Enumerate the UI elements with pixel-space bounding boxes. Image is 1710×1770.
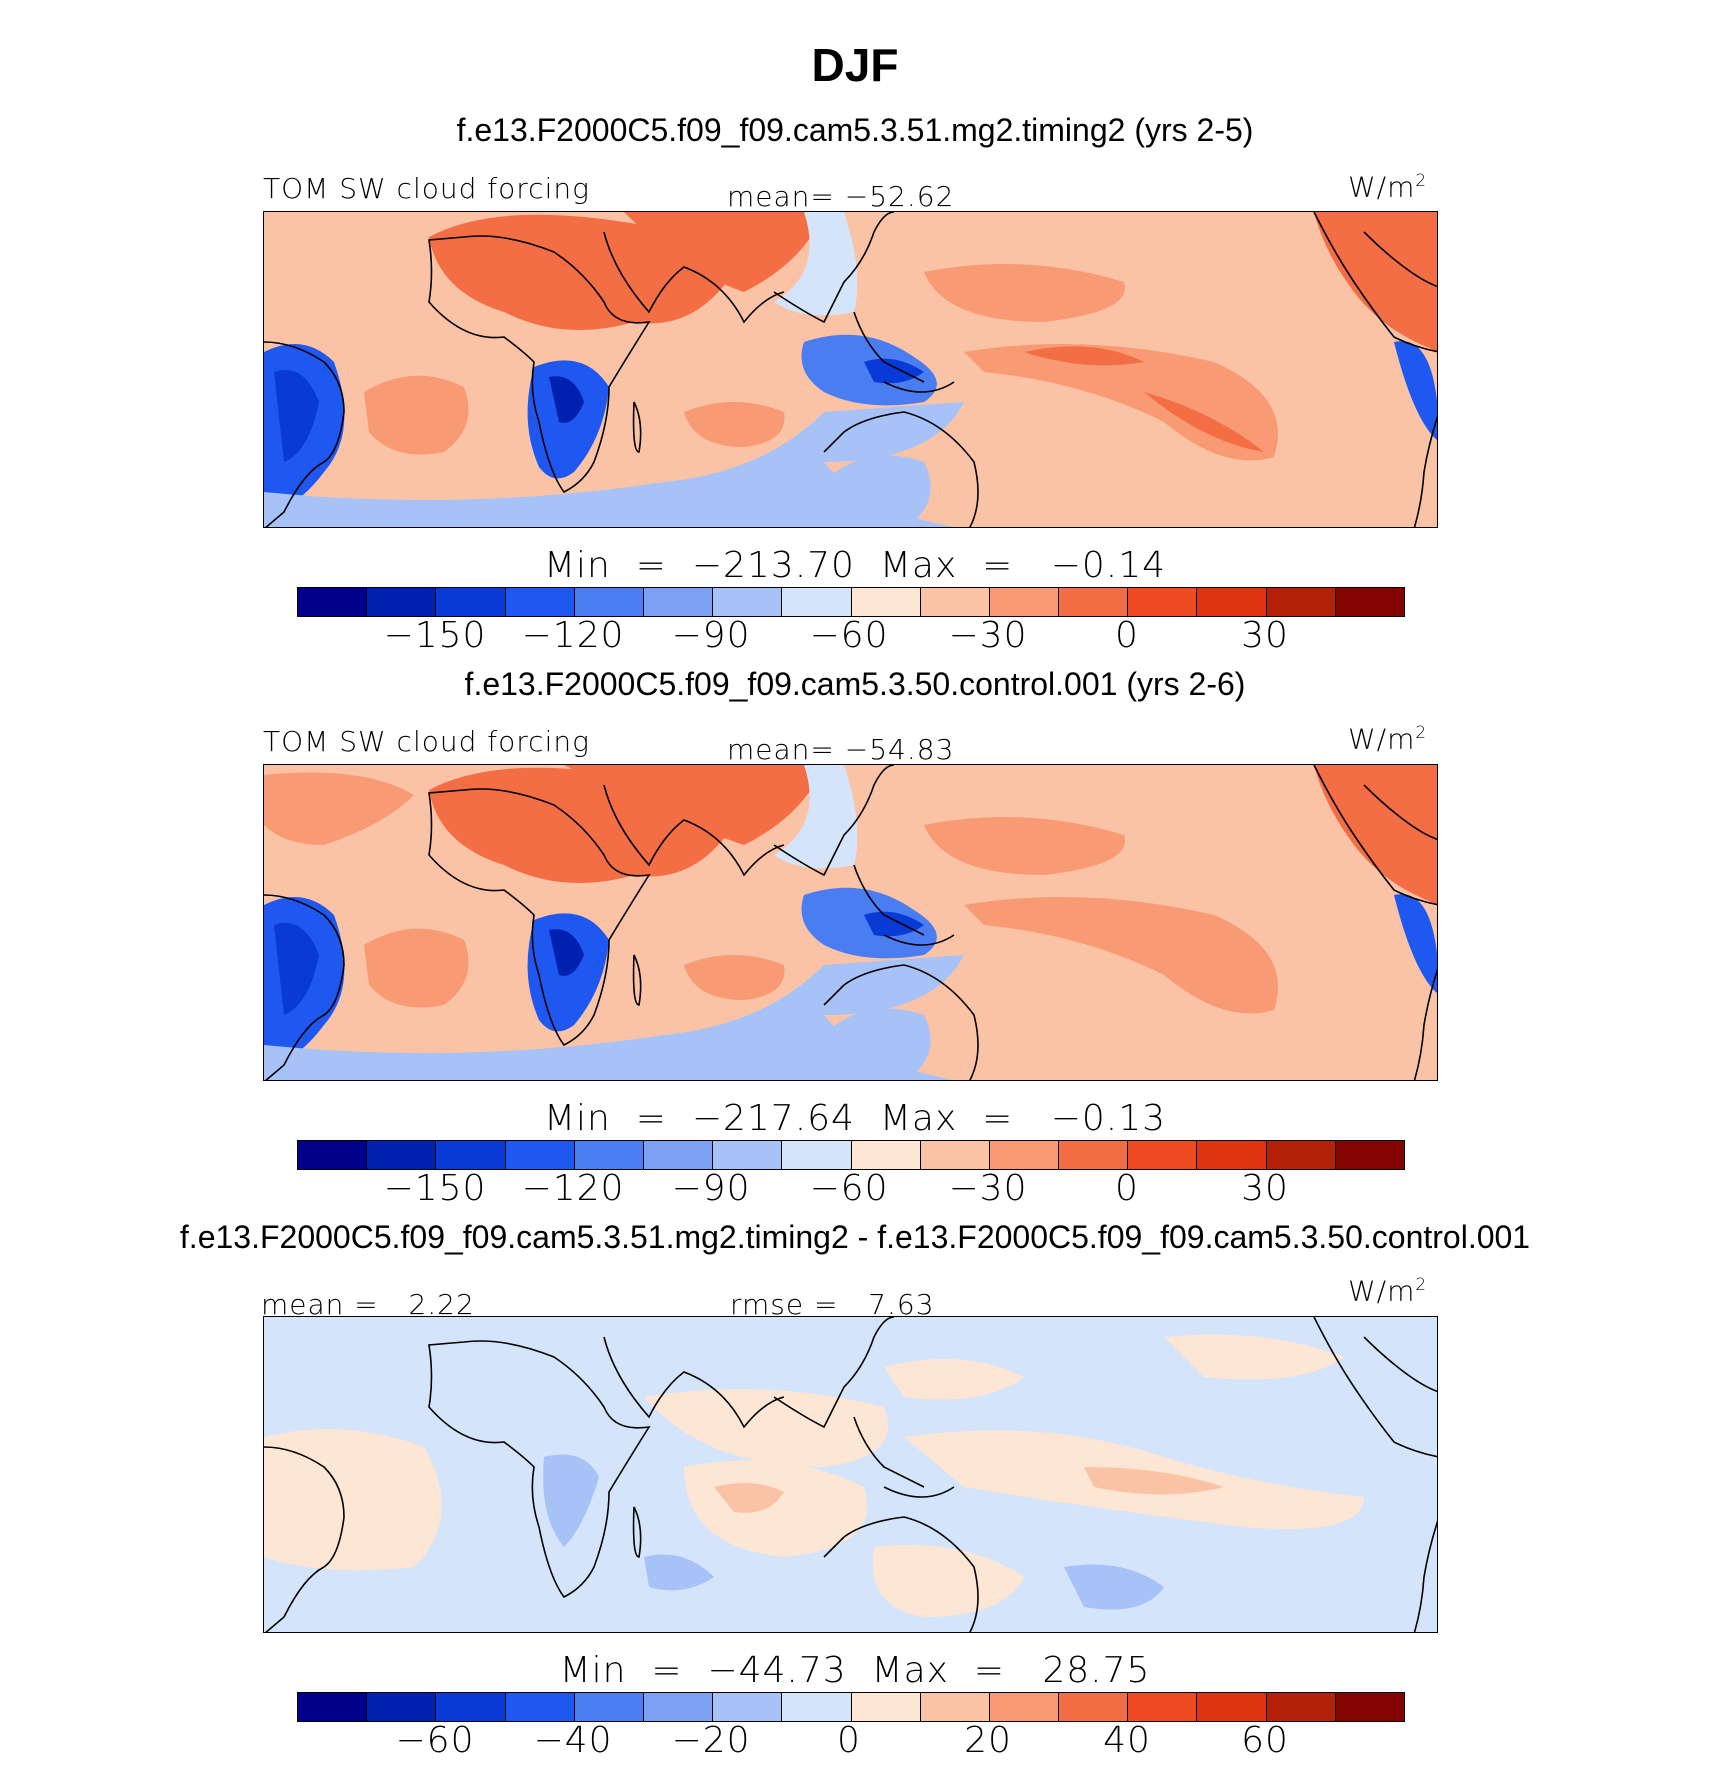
panel3-tick: −40 [533, 1720, 613, 1761]
colorbar-swatch [643, 588, 714, 616]
colorbar-swatch [436, 588, 506, 616]
panel2-mean-label: mean= −54.83 [727, 733, 955, 766]
colorbar-swatch [1197, 1693, 1267, 1721]
panel3-tick: 0 [837, 1720, 861, 1761]
colorbar-swatch [782, 1693, 852, 1721]
colorbar-swatch [1266, 1141, 1336, 1169]
panel2-tick: 0 [1115, 1168, 1139, 1209]
panel2-tick: −150 [383, 1168, 487, 1209]
colorbar-swatch [851, 1141, 921, 1169]
colorbar-swatch [1335, 588, 1404, 616]
colorbar-swatch [574, 1693, 644, 1721]
colorbar-swatch [1059, 1141, 1129, 1169]
colorbar-swatch [367, 1141, 437, 1169]
colorbar-swatch [298, 1141, 368, 1169]
panel1-variable-label: TOM SW cloud forcing [263, 172, 590, 205]
colorbar-swatch [574, 1141, 644, 1169]
panel3-tick: −60 [395, 1720, 475, 1761]
colorbar-swatch [851, 588, 921, 616]
panel3-minmax: Min = −44.73 Max = 28.75 [559, 1650, 1151, 1691]
colorbar-swatch [1197, 588, 1267, 616]
panel2-units: W/m2 [1348, 722, 1428, 756]
colorbar-swatch [1197, 1141, 1267, 1169]
panel3-colorbar [297, 1692, 1405, 1722]
colorbar-swatch [713, 1693, 783, 1721]
colorbar-swatch [643, 1693, 714, 1721]
colorbar-swatch [1059, 1693, 1129, 1721]
panel2-tick: −90 [671, 1168, 751, 1209]
colorbar-swatch [920, 1141, 990, 1169]
panel1-tick: −60 [809, 615, 889, 656]
colorbar-swatch [436, 1693, 506, 1721]
colorbar-swatch [505, 588, 575, 616]
panel1-minmax: Min = −213.70 Max = −0.14 [543, 545, 1167, 586]
panel3-tick: 40 [1103, 1720, 1151, 1761]
panel3-units: W/m2 [1348, 1274, 1428, 1308]
panel1-tick: 30 [1241, 615, 1289, 656]
colorbar-swatch [920, 588, 990, 616]
colorbar-swatch [1335, 1141, 1404, 1169]
panel3-colorbar-ticks: −60 −40 −20 0 20 40 60 [0, 1720, 1710, 1764]
panel1-units: W/m2 [1348, 170, 1428, 204]
colorbar-swatch [782, 588, 852, 616]
colorbar-swatch [505, 1141, 575, 1169]
panel3-case-title: f.e13.F2000C5.f09_f09.cam5.3.51.mg2.timi… [179, 1219, 1531, 1255]
colorbar-swatch [1059, 588, 1129, 616]
panel3-tick: −20 [671, 1720, 751, 1761]
panel2-case-title: f.e13.F2000C5.f09_f09.cam5.3.50.control.… [464, 666, 1246, 702]
panel2-colorbar [297, 1140, 1405, 1170]
colorbar-swatch [643, 1141, 714, 1169]
panel2-tick: −120 [521, 1168, 625, 1209]
figure-title: DJF [811, 39, 899, 91]
panel1-colorbar-ticks: −150 −120 −90 −60 −30 0 30 [0, 615, 1710, 659]
panel3-rmse-label: rmse = 7.63 [730, 1288, 935, 1321]
panel1-colorbar [297, 587, 1405, 617]
panel1-tick: 0 [1115, 615, 1139, 656]
colorbar-swatch [713, 588, 783, 616]
colorbar-swatch [1128, 1693, 1198, 1721]
colorbar-swatch [1128, 1141, 1198, 1169]
colorbar-swatch [782, 1141, 852, 1169]
colorbar-swatch [367, 588, 437, 616]
panel1-tick: −120 [521, 615, 625, 656]
colorbar-swatch [851, 1693, 921, 1721]
panel2-variable-label: TOM SW cloud forcing [263, 725, 590, 758]
colorbar-swatch [989, 1141, 1060, 1169]
panel3-mean-label: mean = 2.22 [261, 1288, 475, 1321]
panel1-tick: −30 [948, 615, 1028, 656]
panel2-tick: −60 [809, 1168, 889, 1209]
panel2-minmax: Min = −217.64 Max = −0.13 [543, 1098, 1167, 1139]
colorbar-swatch [989, 1693, 1060, 1721]
colorbar-swatch [1266, 588, 1336, 616]
panel3-tick: 20 [964, 1720, 1012, 1761]
colorbar-swatch [989, 588, 1060, 616]
colorbar-swatch [367, 1693, 437, 1721]
colorbar-swatch [298, 1693, 368, 1721]
panel1-map [263, 211, 1438, 528]
panel1-tick: −150 [383, 615, 487, 656]
panel1-case-title: f.e13.F2000C5.f09_f09.cam5.3.51.mg2.timi… [456, 112, 1254, 148]
panel2-tick: −30 [948, 1168, 1028, 1209]
panel2-map [263, 764, 1438, 1081]
panel1-mean-label: mean= −52.62 [727, 180, 955, 213]
colorbar-swatch [436, 1141, 506, 1169]
colorbar-swatch [1335, 1693, 1404, 1721]
colorbar-swatch [920, 1693, 990, 1721]
colorbar-swatch [505, 1693, 575, 1721]
colorbar-swatch [1128, 588, 1198, 616]
panel3-tick: 60 [1241, 1720, 1289, 1761]
panel1-tick: −90 [671, 615, 751, 656]
colorbar-swatch [298, 588, 368, 616]
panel2-tick: 30 [1241, 1168, 1289, 1209]
colorbar-swatch [713, 1141, 783, 1169]
colorbar-swatch [1266, 1693, 1336, 1721]
panel3-map [263, 1316, 1438, 1633]
panel2-colorbar-ticks: −150 −120 −90 −60 −30 0 30 [0, 1168, 1710, 1212]
colorbar-swatch [574, 588, 644, 616]
